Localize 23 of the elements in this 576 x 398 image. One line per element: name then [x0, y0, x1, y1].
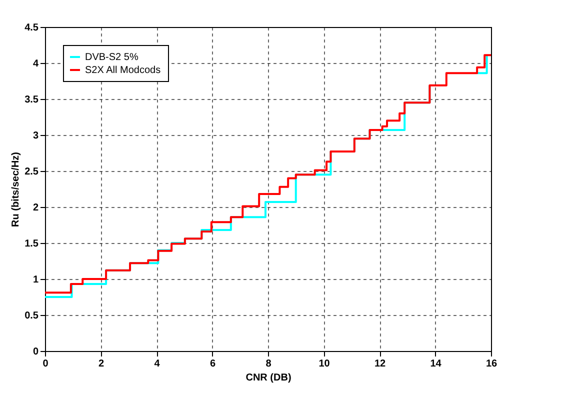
x-axis-title: CNR (DB) — [246, 372, 292, 384]
y-axis-title: Ru (bits/sec/Hz) — [10, 152, 22, 228]
y-tick-label: 1 — [32, 274, 39, 286]
x-tick-label: 4 — [154, 358, 160, 370]
x-tick-label: 6 — [210, 358, 216, 370]
x-tick-label: 0 — [42, 358, 49, 370]
y-tick-label: 2 — [32, 202, 39, 214]
y-tick-label: 4.5 — [24, 22, 39, 34]
x-tick-label: 12 — [374, 358, 386, 370]
y-tick-label: 0 — [32, 346, 39, 358]
legend-label: S2X All Modcods — [85, 65, 161, 76]
y-tick-label: 2.5 — [24, 166, 39, 178]
y-tick-label: 1.5 — [24, 238, 39, 250]
y-tick-label: 3 — [32, 130, 39, 142]
x-tick-label: 16 — [486, 358, 498, 370]
legend-label: DVB-S2 5% — [85, 52, 138, 63]
y-tick-label: 3.5 — [24, 94, 39, 106]
x-tick-label: 2 — [98, 358, 104, 370]
x-tick-label: 14 — [430, 358, 442, 370]
y-tick-label: 4 — [32, 58, 39, 70]
x-tick-label: 10 — [318, 358, 330, 370]
x-tick-label: 8 — [266, 358, 272, 370]
y-tick-label: 0.5 — [24, 310, 39, 322]
